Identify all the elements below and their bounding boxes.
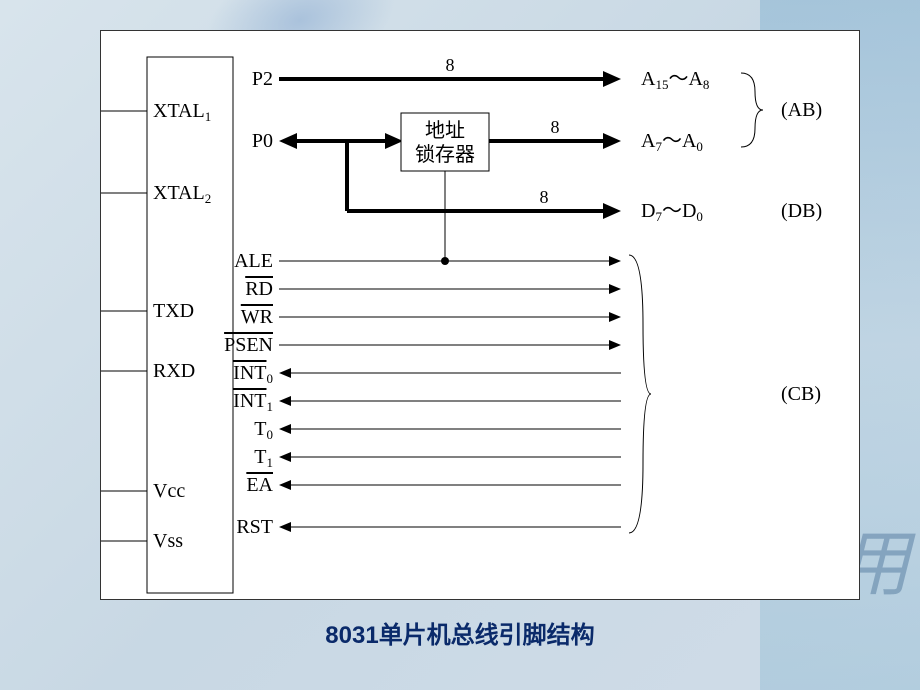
svg-text:A7～A0: A7～A0: [641, 130, 703, 154]
svg-text:RXD: RXD: [153, 360, 195, 382]
svg-text:P0: P0: [252, 130, 273, 152]
svg-text:XTAL2: XTAL2: [153, 182, 211, 206]
svg-text:INT0: INT0: [233, 362, 273, 386]
svg-text:INT1: INT1: [233, 390, 273, 414]
svg-text:(AB): (AB): [781, 99, 822, 121]
svg-text:P2: P2: [252, 68, 273, 90]
svg-text:Vcc: Vcc: [153, 480, 185, 502]
svg-text:8: 8: [540, 187, 549, 207]
svg-text:8: 8: [446, 55, 455, 75]
svg-text:ALE: ALE: [234, 250, 273, 272]
svg-text:8: 8: [551, 117, 560, 137]
svg-text:T0: T0: [254, 418, 273, 442]
caption-text: 8031单片机总线引脚结构: [0, 615, 920, 650]
diagram-container: XTAL1 XTAL2 TXD RXD Vcc Vss P2 P0 ALE RD WR PSEN INT…: [100, 30, 860, 600]
diagram-svg: XTAL1 XTAL2 TXD RXD Vcc Vss P2 P0 ALE RD WR PSEN INT…: [101, 31, 861, 601]
svg-text:RD: RD: [245, 278, 273, 300]
svg-text:XTAL1: XTAL1: [153, 100, 211, 124]
svg-text:A15～A8: A15～A8: [641, 68, 709, 92]
svg-text:EA: EA: [246, 474, 273, 496]
svg-text:RST: RST: [236, 516, 273, 538]
svg-text:PSEN: PSEN: [224, 334, 273, 356]
svg-text:(CB): (CB): [781, 383, 821, 405]
svg-text:Vss: Vss: [153, 530, 183, 552]
svg-text:WR: WR: [241, 306, 274, 328]
svg-text:D7～D0: D7～D0: [641, 200, 703, 224]
svg-text:T1: T1: [254, 446, 273, 470]
svg-text:锁存器: 锁存器: [415, 143, 475, 166]
svg-text:TXD: TXD: [153, 300, 194, 322]
svg-text:地址: 地址: [425, 119, 465, 142]
svg-text:(DB): (DB): [781, 200, 822, 222]
